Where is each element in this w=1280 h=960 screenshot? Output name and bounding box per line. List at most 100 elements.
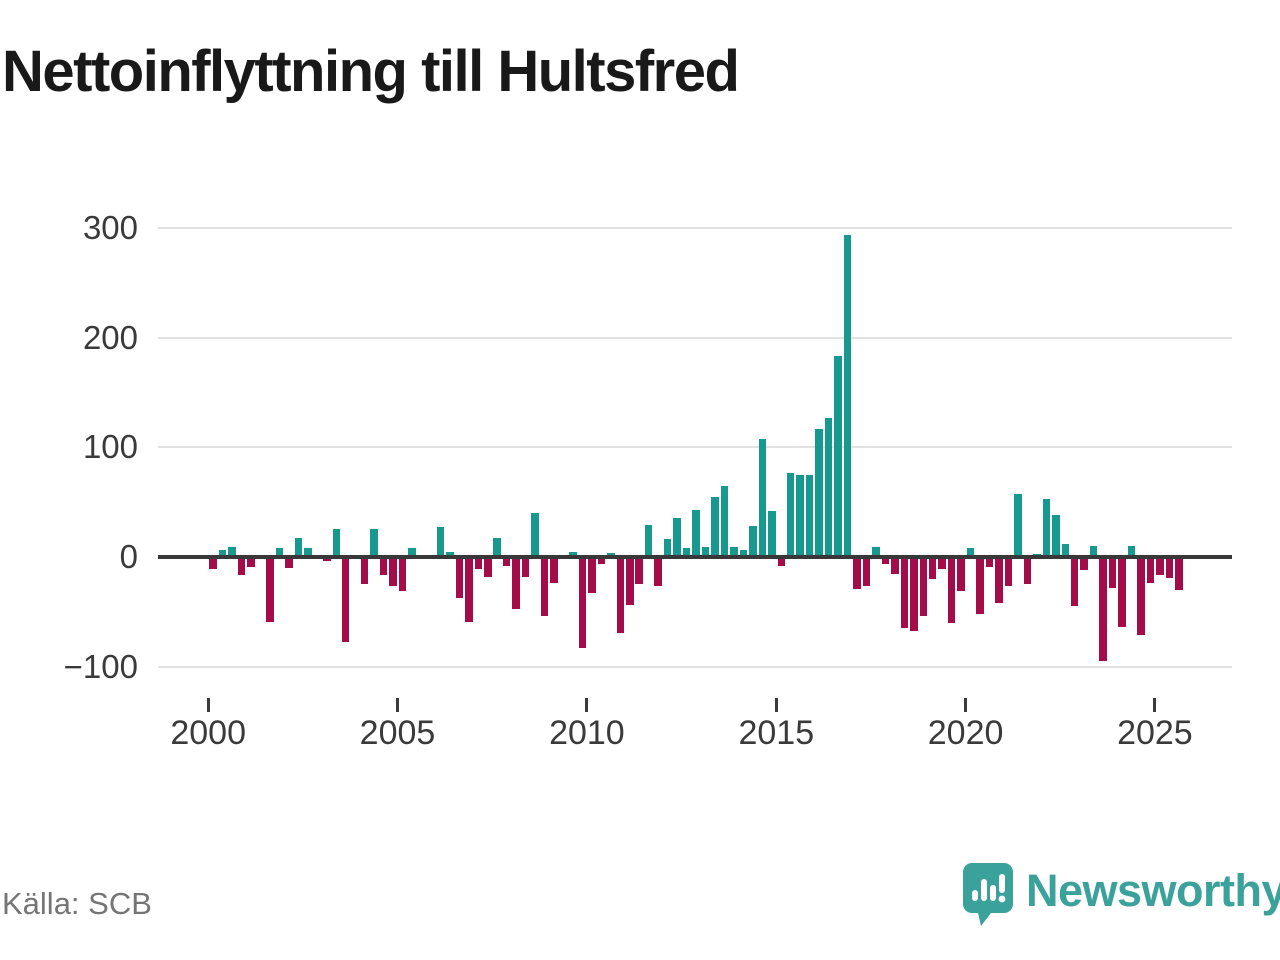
source-label: Källa: SCB [2,886,152,921]
bar [1118,557,1126,628]
x-axis-tick [396,698,399,712]
bar [824,417,833,557]
bar [455,557,464,598]
bar [237,557,246,575]
x-axis-tick [206,698,210,712]
bar [294,538,303,557]
newsworthy-logo-icon [963,863,1013,926]
bar [597,557,606,564]
bar [1023,557,1032,585]
bar [1127,546,1136,557]
bar [749,526,757,557]
bar [1080,557,1088,571]
bar [228,547,236,557]
bar [1061,543,1070,557]
bar [493,538,501,557]
bar [673,517,681,557]
bar [304,548,312,557]
bar [474,557,483,570]
bar [521,557,530,577]
gridline [158,665,1232,668]
bar [360,557,369,585]
bar [644,525,653,557]
bar [711,496,719,557]
bar [881,557,890,564]
bar [1108,557,1117,588]
bar [701,547,710,557]
bar [465,557,473,622]
bar [938,557,946,570]
x-axis-label: 2020 [927,714,1004,752]
bar [739,550,748,557]
bar [815,428,823,557]
bar [786,472,795,557]
bar [540,557,549,617]
bar [834,356,842,557]
bar [985,557,994,567]
bar [1156,557,1164,575]
bar [853,557,861,589]
bar [730,547,738,557]
bar [1137,557,1145,635]
newsworthy-wordmark: Newsworthy [1026,865,1280,916]
bar [796,474,804,557]
bar [1070,557,1079,607]
y-axis-label: 200 [82,318,138,356]
bar [872,547,880,557]
bar [408,548,416,557]
bar [862,557,871,586]
bar [692,509,700,557]
bar [332,528,341,557]
bar [1042,498,1051,557]
bar [900,557,909,629]
bar [275,548,284,557]
x-axis-label: 2010 [549,714,625,752]
bar [569,551,577,557]
x-axis-tick [964,698,968,712]
bar [379,557,388,575]
bar [1089,546,1098,557]
bar [843,235,852,557]
bar [341,557,350,642]
bar [607,552,615,557]
bar [805,474,814,557]
x-axis-tick [585,698,589,712]
bar [891,557,899,574]
bar [1052,515,1060,557]
gridline [158,226,1232,229]
bar [1014,494,1022,557]
y-axis-label: −100 [63,647,138,685]
bar [777,557,786,566]
y-axis-label: 0 [119,538,138,575]
x-axis-tick [774,698,778,712]
x-axis-label: 2015 [738,714,815,752]
bar [976,557,984,615]
bar [285,557,293,568]
bar [266,557,274,622]
y-axis-label: 300 [82,208,138,246]
bar [1146,557,1155,584]
bar [616,557,625,633]
gridline [158,336,1232,339]
bar [436,527,445,557]
bar [323,557,331,562]
bar [1175,557,1183,590]
x-axis-label: 2000 [170,714,246,752]
bar [484,557,492,577]
bar [928,557,937,579]
bar [995,557,1003,604]
bar [531,513,539,557]
bar [578,557,587,649]
bar [910,557,918,631]
bar [512,557,520,609]
bar [389,557,397,586]
bar [768,510,776,557]
bar [218,550,227,557]
bar [966,548,975,557]
bar [370,528,378,557]
bar [957,557,965,591]
newsworthy-logo: Newsworthy [962,862,1280,928]
bar [947,557,956,623]
